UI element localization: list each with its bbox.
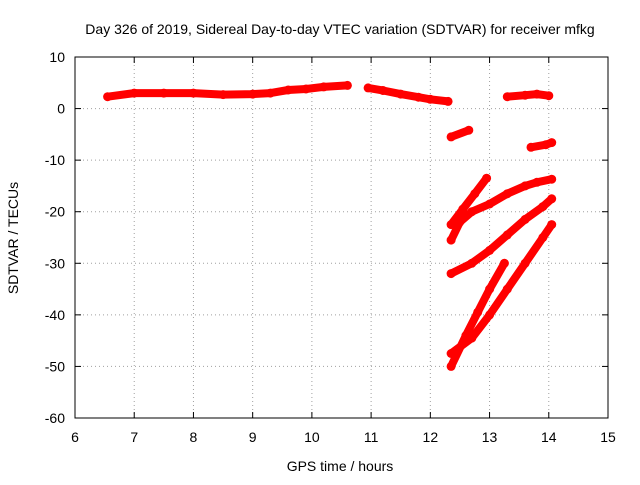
data-point [520, 258, 530, 268]
data-point [443, 96, 453, 106]
data-point [485, 199, 495, 209]
data-point [499, 258, 509, 268]
y-tick-label: -10 [45, 152, 65, 168]
data-point [485, 245, 495, 255]
x-tick-label: 8 [190, 429, 198, 445]
data-point [547, 220, 557, 230]
data-point [520, 181, 530, 191]
data-point [538, 233, 548, 242]
x-tick-label: 13 [482, 429, 498, 445]
x-tick-label: 7 [130, 429, 138, 445]
data-point [319, 82, 329, 92]
axis-ticks [74, 56, 609, 419]
x-tick-label: 9 [249, 429, 257, 445]
data-point [520, 214, 530, 224]
data-point [446, 349, 456, 358]
y-tick-label: 0 [57, 101, 65, 117]
y-tick-label: 10 [49, 49, 65, 65]
data-point [248, 89, 258, 99]
data-point [467, 207, 477, 217]
y-axis-label: SDTVAR / TECUs [5, 182, 21, 294]
y-tick-label: -40 [45, 307, 65, 323]
data-point [482, 173, 492, 183]
data-point [283, 85, 293, 95]
data-point [547, 174, 557, 184]
data-point [547, 194, 557, 204]
data-point [485, 310, 495, 320]
x-tick-label: 14 [541, 429, 557, 445]
data-point [301, 84, 311, 94]
data-point [342, 80, 352, 90]
x-tick-label: 12 [423, 429, 439, 445]
y-tick-label: -50 [45, 358, 65, 374]
x-tick-label: 10 [304, 429, 320, 445]
data-point [188, 88, 198, 98]
data-point [425, 94, 435, 104]
data-point [396, 89, 406, 99]
data-point [467, 258, 477, 268]
data-point [446, 269, 456, 279]
sdtvar-arc-6 [447, 174, 491, 229]
data-point [464, 125, 474, 135]
data-point [544, 91, 554, 101]
data-point [532, 89, 542, 99]
grid-lines [75, 57, 608, 418]
y-tick-label: -60 [45, 410, 65, 426]
data-point [103, 92, 113, 102]
data-point [502, 92, 512, 102]
data-point [467, 333, 477, 343]
data-point [502, 284, 512, 294]
data-point [446, 361, 456, 371]
data-point [532, 177, 542, 187]
data-point [485, 284, 495, 294]
x-axis-label: GPS time / hours [287, 458, 394, 474]
data-point [159, 88, 169, 98]
data-point [218, 90, 228, 100]
data-point [470, 189, 480, 199]
y-tick-labels: 10 0 -10 -20 -30 -40 -50 -60 [45, 49, 65, 426]
series-layer [103, 80, 557, 371]
data-point [473, 307, 483, 317]
chart-title: Day 326 of 2019, Sidereal Day-to-day VTE… [85, 21, 594, 37]
y-tick-label: -20 [45, 204, 65, 220]
data-point [265, 88, 275, 98]
data-point [414, 92, 423, 102]
data-point [458, 204, 468, 214]
plot-frame [74, 56, 609, 419]
data-point [502, 230, 512, 240]
x-tick-labels: 6 7 8 9 10 11 12 13 14 15 [71, 429, 616, 445]
data-point [455, 217, 465, 227]
data-point [446, 235, 456, 245]
x-tick-label: 11 [364, 429, 379, 445]
sdtvar-arc-4 [503, 90, 553, 101]
x-tick-label: 6 [71, 429, 79, 445]
data-point [547, 138, 557, 148]
data-point [502, 189, 512, 199]
data-point [538, 202, 548, 212]
data-point [363, 83, 373, 93]
data-point [378, 86, 388, 95]
data-point [129, 88, 139, 98]
x-tick-label: 15 [600, 429, 616, 445]
data-point [526, 142, 536, 152]
data-point [520, 90, 530, 100]
y-tick-label: -30 [45, 255, 65, 271]
data-point [446, 132, 456, 142]
